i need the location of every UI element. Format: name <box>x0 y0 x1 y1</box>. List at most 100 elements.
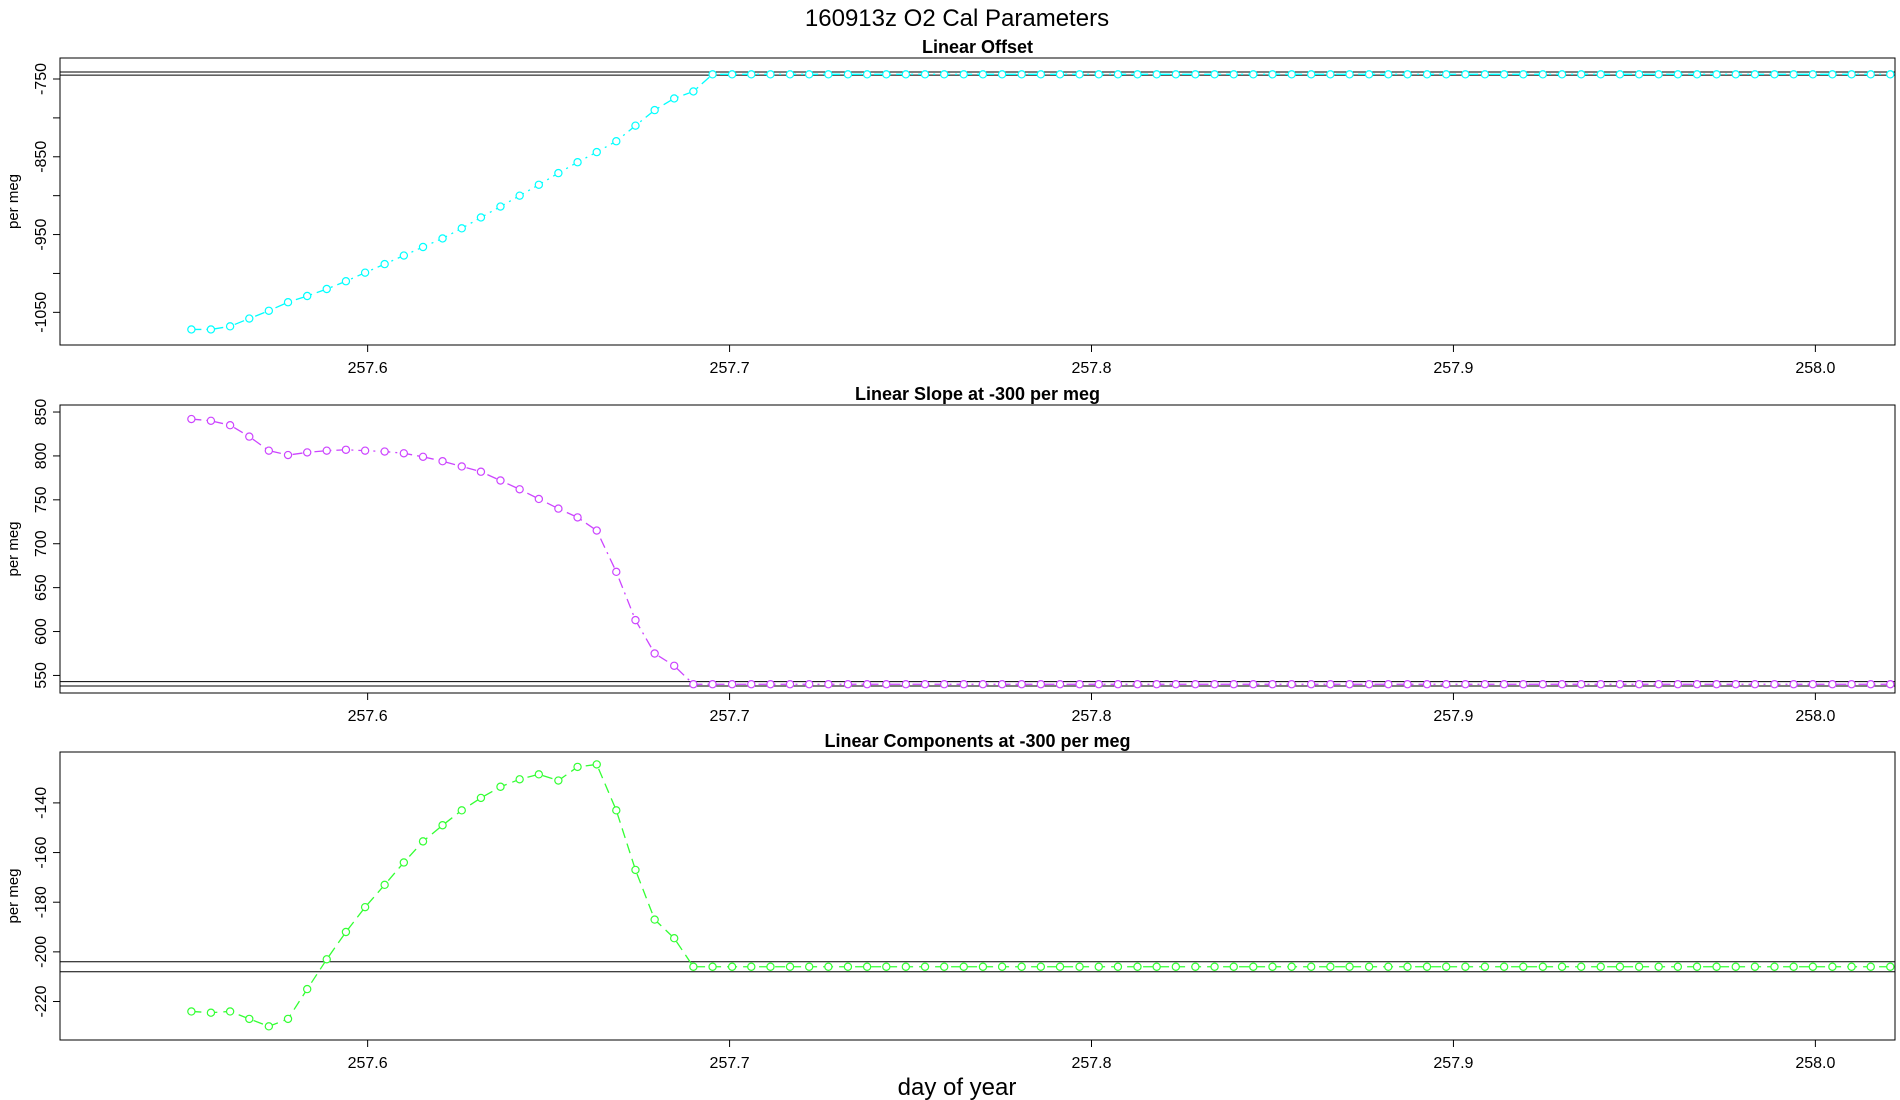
data-point <box>862 70 872 79</box>
data-point <box>438 821 447 830</box>
data-point <box>1055 680 1065 689</box>
data-point <box>920 962 930 971</box>
data-point <box>1191 962 1200 971</box>
data-point <box>1673 962 1683 971</box>
figure-title: 160913z O2 Cal Parameters <box>805 5 1109 32</box>
data-point <box>341 277 351 286</box>
data-point <box>1249 680 1258 689</box>
data-point <box>997 70 1007 79</box>
data-point <box>824 680 833 689</box>
plot-frame <box>59 751 1896 1041</box>
data-point <box>1557 70 1567 79</box>
data-point <box>1075 962 1084 971</box>
data-point <box>940 962 949 971</box>
plot-frame <box>59 404 1896 694</box>
data-point <box>920 70 930 79</box>
data-point <box>515 485 524 494</box>
data-point <box>1210 962 1219 971</box>
data-point <box>708 680 717 689</box>
data-point <box>187 325 196 334</box>
data-point <box>1673 680 1683 689</box>
data-point <box>573 513 582 522</box>
data-point <box>862 962 872 971</box>
data-point <box>1461 962 1470 971</box>
data-point <box>1422 680 1432 689</box>
data-point <box>1480 680 1490 689</box>
data-point <box>997 962 1007 971</box>
data-point <box>1538 70 1548 79</box>
data-point <box>1036 680 1046 689</box>
data-point <box>1364 962 1374 971</box>
data-point <box>1345 962 1354 971</box>
data-point <box>322 446 331 455</box>
data-point <box>1171 70 1181 79</box>
data-point <box>322 955 331 964</box>
data-point <box>360 268 370 277</box>
data-point <box>1287 680 1296 689</box>
data-point <box>1306 962 1316 971</box>
data-point <box>1770 680 1779 689</box>
data-point <box>1731 962 1740 971</box>
data-point <box>901 680 911 689</box>
data-point <box>1326 70 1335 79</box>
data-point <box>573 762 582 772</box>
data-point <box>1770 70 1779 79</box>
data-point <box>670 934 679 943</box>
data-point <box>689 962 698 971</box>
data-point <box>650 105 659 115</box>
data-point <box>360 902 370 912</box>
data-point <box>1229 962 1238 971</box>
data-point <box>515 191 524 200</box>
data-point <box>1075 680 1084 689</box>
data-point <box>1036 70 1046 79</box>
data-point <box>824 70 833 79</box>
data-point <box>380 447 389 456</box>
data-point <box>959 70 968 79</box>
data-point <box>1499 70 1509 79</box>
data-point <box>1866 680 1875 689</box>
data-point <box>1808 70 1818 79</box>
data-point <box>670 661 679 670</box>
data-point <box>1538 680 1548 689</box>
data-point <box>264 446 274 455</box>
data-point <box>1017 962 1026 971</box>
data-point <box>1866 70 1875 79</box>
data-point <box>534 180 544 189</box>
data-point <box>1403 680 1412 689</box>
data-point <box>573 158 582 167</box>
data-point <box>1866 962 1875 971</box>
data-point <box>592 526 601 535</box>
data-point <box>1441 70 1451 79</box>
data-point <box>496 782 505 791</box>
data-point <box>1384 680 1393 689</box>
data-point <box>612 567 621 577</box>
data-point <box>1499 680 1509 689</box>
data-point <box>1345 680 1354 689</box>
data-point <box>1249 962 1258 971</box>
data-point <box>399 449 409 458</box>
data-point <box>1152 70 1161 79</box>
data-point <box>1094 962 1103 971</box>
data-point <box>1094 680 1103 689</box>
data-point <box>360 446 370 455</box>
data-point <box>1268 70 1277 79</box>
plot-frame <box>59 57 1896 346</box>
data-point <box>1364 70 1374 79</box>
x-tick-label: 258.0 <box>1795 1055 1835 1072</box>
data-point <box>1770 962 1779 971</box>
data-point <box>592 760 601 769</box>
data-point <box>380 259 389 269</box>
data-point <box>496 476 505 485</box>
data-point <box>1519 70 1528 79</box>
data-point <box>206 1008 216 1017</box>
data-point <box>843 70 853 79</box>
data-point <box>1519 680 1528 689</box>
data-point <box>1847 680 1856 689</box>
data-point <box>225 322 235 331</box>
data-point <box>1403 962 1412 971</box>
data-point <box>766 680 775 689</box>
x-tick-label: 257.7 <box>710 1055 750 1072</box>
y-tick-label: -850 <box>33 141 50 173</box>
data-point <box>708 962 717 971</box>
data-point <box>1808 962 1818 971</box>
